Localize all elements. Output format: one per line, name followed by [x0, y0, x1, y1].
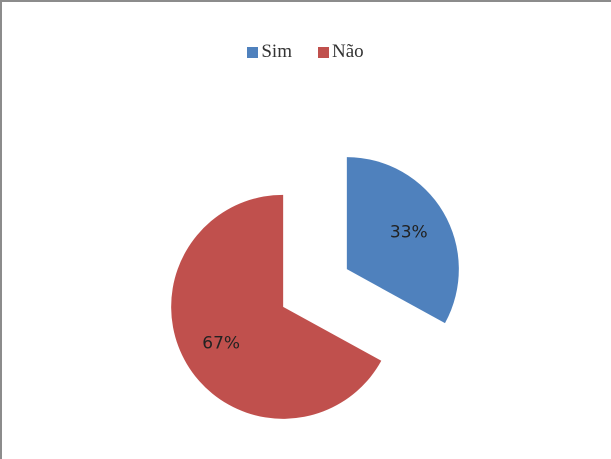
chart-legend: Sim Não — [0, 41, 611, 63]
legend-swatch-nao — [317, 46, 329, 58]
legend-item-sim: Sim — [247, 41, 292, 63]
pie-slice-sim — [346, 157, 459, 324]
legend-item-nao: Não — [317, 41, 364, 63]
legend-label-nao: Não — [331, 41, 364, 62]
legend-label-sim: Sim — [261, 41, 292, 62]
pie-slice-nao — [171, 194, 382, 419]
data-label-nao: 67% — [202, 333, 240, 353]
data-label-sim: 33% — [390, 223, 428, 243]
legend-swatch-sim — [247, 46, 259, 58]
